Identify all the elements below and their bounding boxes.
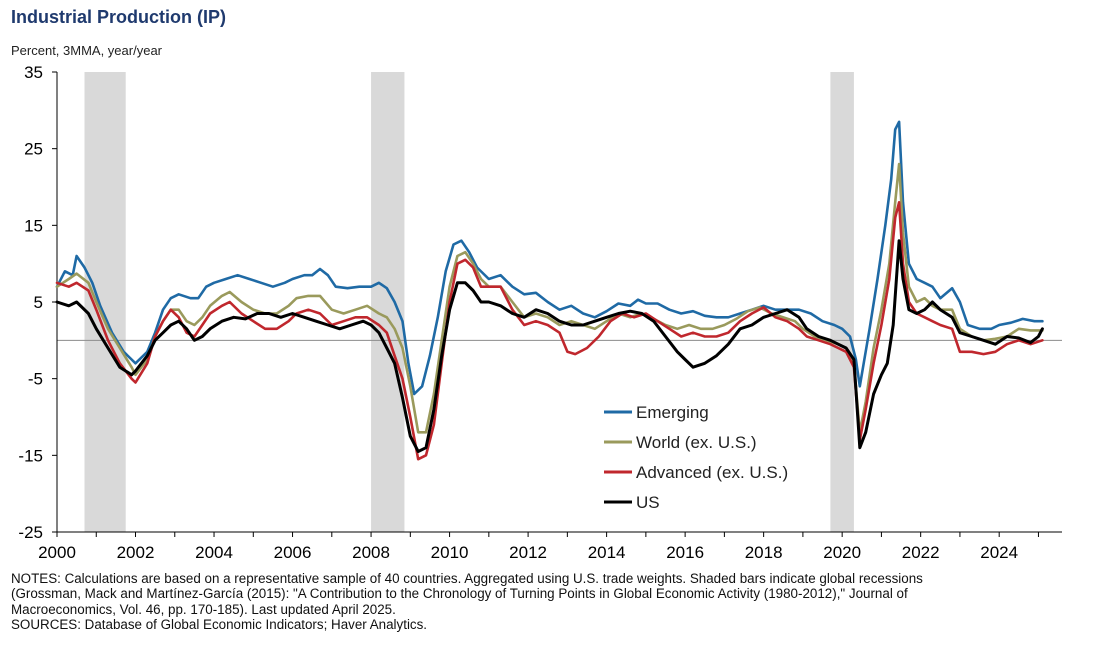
x-tick-label: 2020 <box>823 543 861 562</box>
x-tick-label: 2002 <box>117 543 155 562</box>
y-tick-label: -5 <box>28 370 43 389</box>
chart-notes: NOTES: Calculations are based on a repre… <box>11 571 1081 633</box>
chart-legend: Emerging World (ex. U.S.) Advanced (ex. U.… <box>604 403 788 512</box>
x-tick-label: 2024 <box>980 543 1018 562</box>
y-tick-label: 5 <box>34 293 43 312</box>
x-tick-label: 2010 <box>431 543 469 562</box>
notes-line-2: (Grossman, Mack and Martínez-García (201… <box>11 586 908 602</box>
series-line-world-ex-u-s <box>55 162 1044 434</box>
recession-band-3 <box>830 72 854 532</box>
legend-label: US <box>636 493 660 512</box>
x-tick-label: 2008 <box>352 543 390 562</box>
y-tick-label: 35 <box>24 63 43 82</box>
recession-bands <box>84 72 854 532</box>
y-tick-label: 15 <box>24 216 43 235</box>
y-tick-label: -25 <box>18 523 43 542</box>
series-line-emerging <box>55 120 1044 396</box>
x-tick-label: 2006 <box>274 543 312 562</box>
legend-label: Emerging <box>636 403 709 422</box>
legend-label: World (ex. U.S.) <box>636 433 757 452</box>
x-tick-label: 2012 <box>509 543 547 562</box>
notes-line-1: NOTES: Calculations are based on a repre… <box>11 571 923 586</box>
recession-band-1 <box>84 72 126 532</box>
series-line-advanced-ex-u-s <box>55 201 1044 461</box>
recession-band-2 <box>371 72 405 532</box>
x-tick-label: 2000 <box>38 543 76 562</box>
chart-title: Industrial Production (IP) <box>11 7 226 27</box>
y-axis-unit-label: Percent, 3MMA, year/year <box>11 43 162 58</box>
x-tick-label: 2004 <box>195 543 233 562</box>
x-tick-label: 2014 <box>588 543 626 562</box>
series-line-us <box>55 239 1044 453</box>
x-tick-label: 2022 <box>902 543 940 562</box>
y-tick-label: -15 <box>18 446 43 465</box>
x-tick-label: 2016 <box>666 543 704 562</box>
notes-line-3: Macroeconomics, Vol. 46, pp. 170-185). L… <box>11 601 396 617</box>
x-tick-label: 2018 <box>745 543 783 562</box>
notes-sources: SOURCES: Database of Global Economic Ind… <box>11 617 428 633</box>
y-tick-label: 25 <box>24 140 43 159</box>
legend-label: Advanced (ex. U.S.) <box>636 463 788 482</box>
series-lines <box>55 120 1044 461</box>
